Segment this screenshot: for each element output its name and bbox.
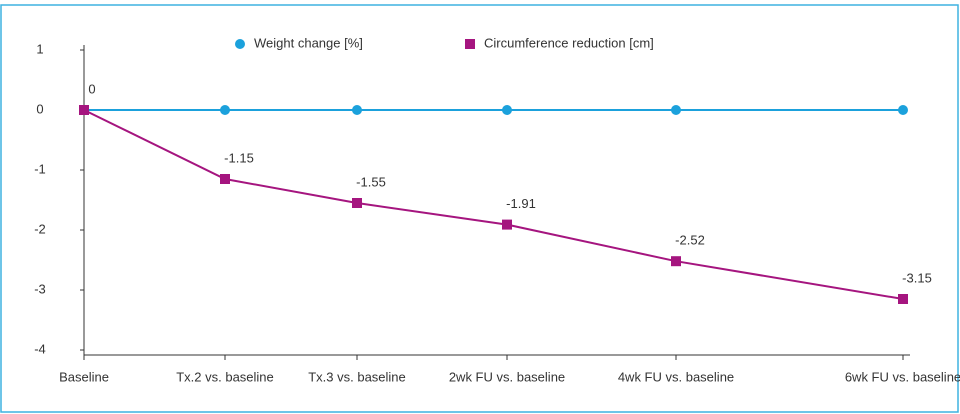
marker bbox=[502, 219, 512, 230]
x-tick-label: Tx.2 vs. baseline bbox=[176, 369, 274, 384]
y-tick-label: -2 bbox=[34, 221, 46, 236]
data-label: -3.15 bbox=[902, 270, 932, 285]
data-label: 0 bbox=[88, 81, 95, 96]
x-tick-label: 2wk FU vs. baseline bbox=[449, 369, 565, 384]
frame bbox=[0, 4, 959, 413]
marker bbox=[220, 105, 230, 115]
legend-marker bbox=[465, 39, 475, 49]
marker bbox=[79, 105, 89, 115]
data-label: -1.15 bbox=[224, 150, 254, 165]
y-tick-label: 1 bbox=[36, 41, 43, 56]
marker bbox=[352, 198, 362, 208]
legend-marker bbox=[235, 39, 245, 49]
marker bbox=[898, 294, 908, 304]
marker bbox=[352, 105, 362, 115]
marker bbox=[220, 174, 230, 184]
legend-label: Circumference reduction [cm] bbox=[484, 35, 654, 50]
data-label: -2.52 bbox=[675, 233, 705, 248]
x-tick-label: Tx.3 vs. baseline bbox=[308, 369, 406, 384]
line bbox=[83, 109, 904, 300]
y-tick-label: -3 bbox=[34, 281, 46, 296]
marker bbox=[502, 105, 512, 115]
marker bbox=[898, 105, 908, 115]
x-tick-label: 6wk FU vs. baseline bbox=[845, 369, 960, 384]
data-label: -1.55 bbox=[356, 174, 386, 189]
x-tick-label: Baseline bbox=[59, 369, 109, 384]
data-label: -1.91 bbox=[506, 196, 536, 211]
y-tick-label: -4 bbox=[34, 341, 46, 356]
marker bbox=[671, 256, 681, 267]
y-tick-label: 0 bbox=[36, 101, 43, 116]
marker bbox=[671, 105, 681, 115]
x-tick-label: 4wk FU vs. baseline bbox=[618, 369, 734, 384]
legend-label: Weight change [%] bbox=[254, 35, 363, 50]
y-tick-label: -1 bbox=[34, 161, 46, 176]
